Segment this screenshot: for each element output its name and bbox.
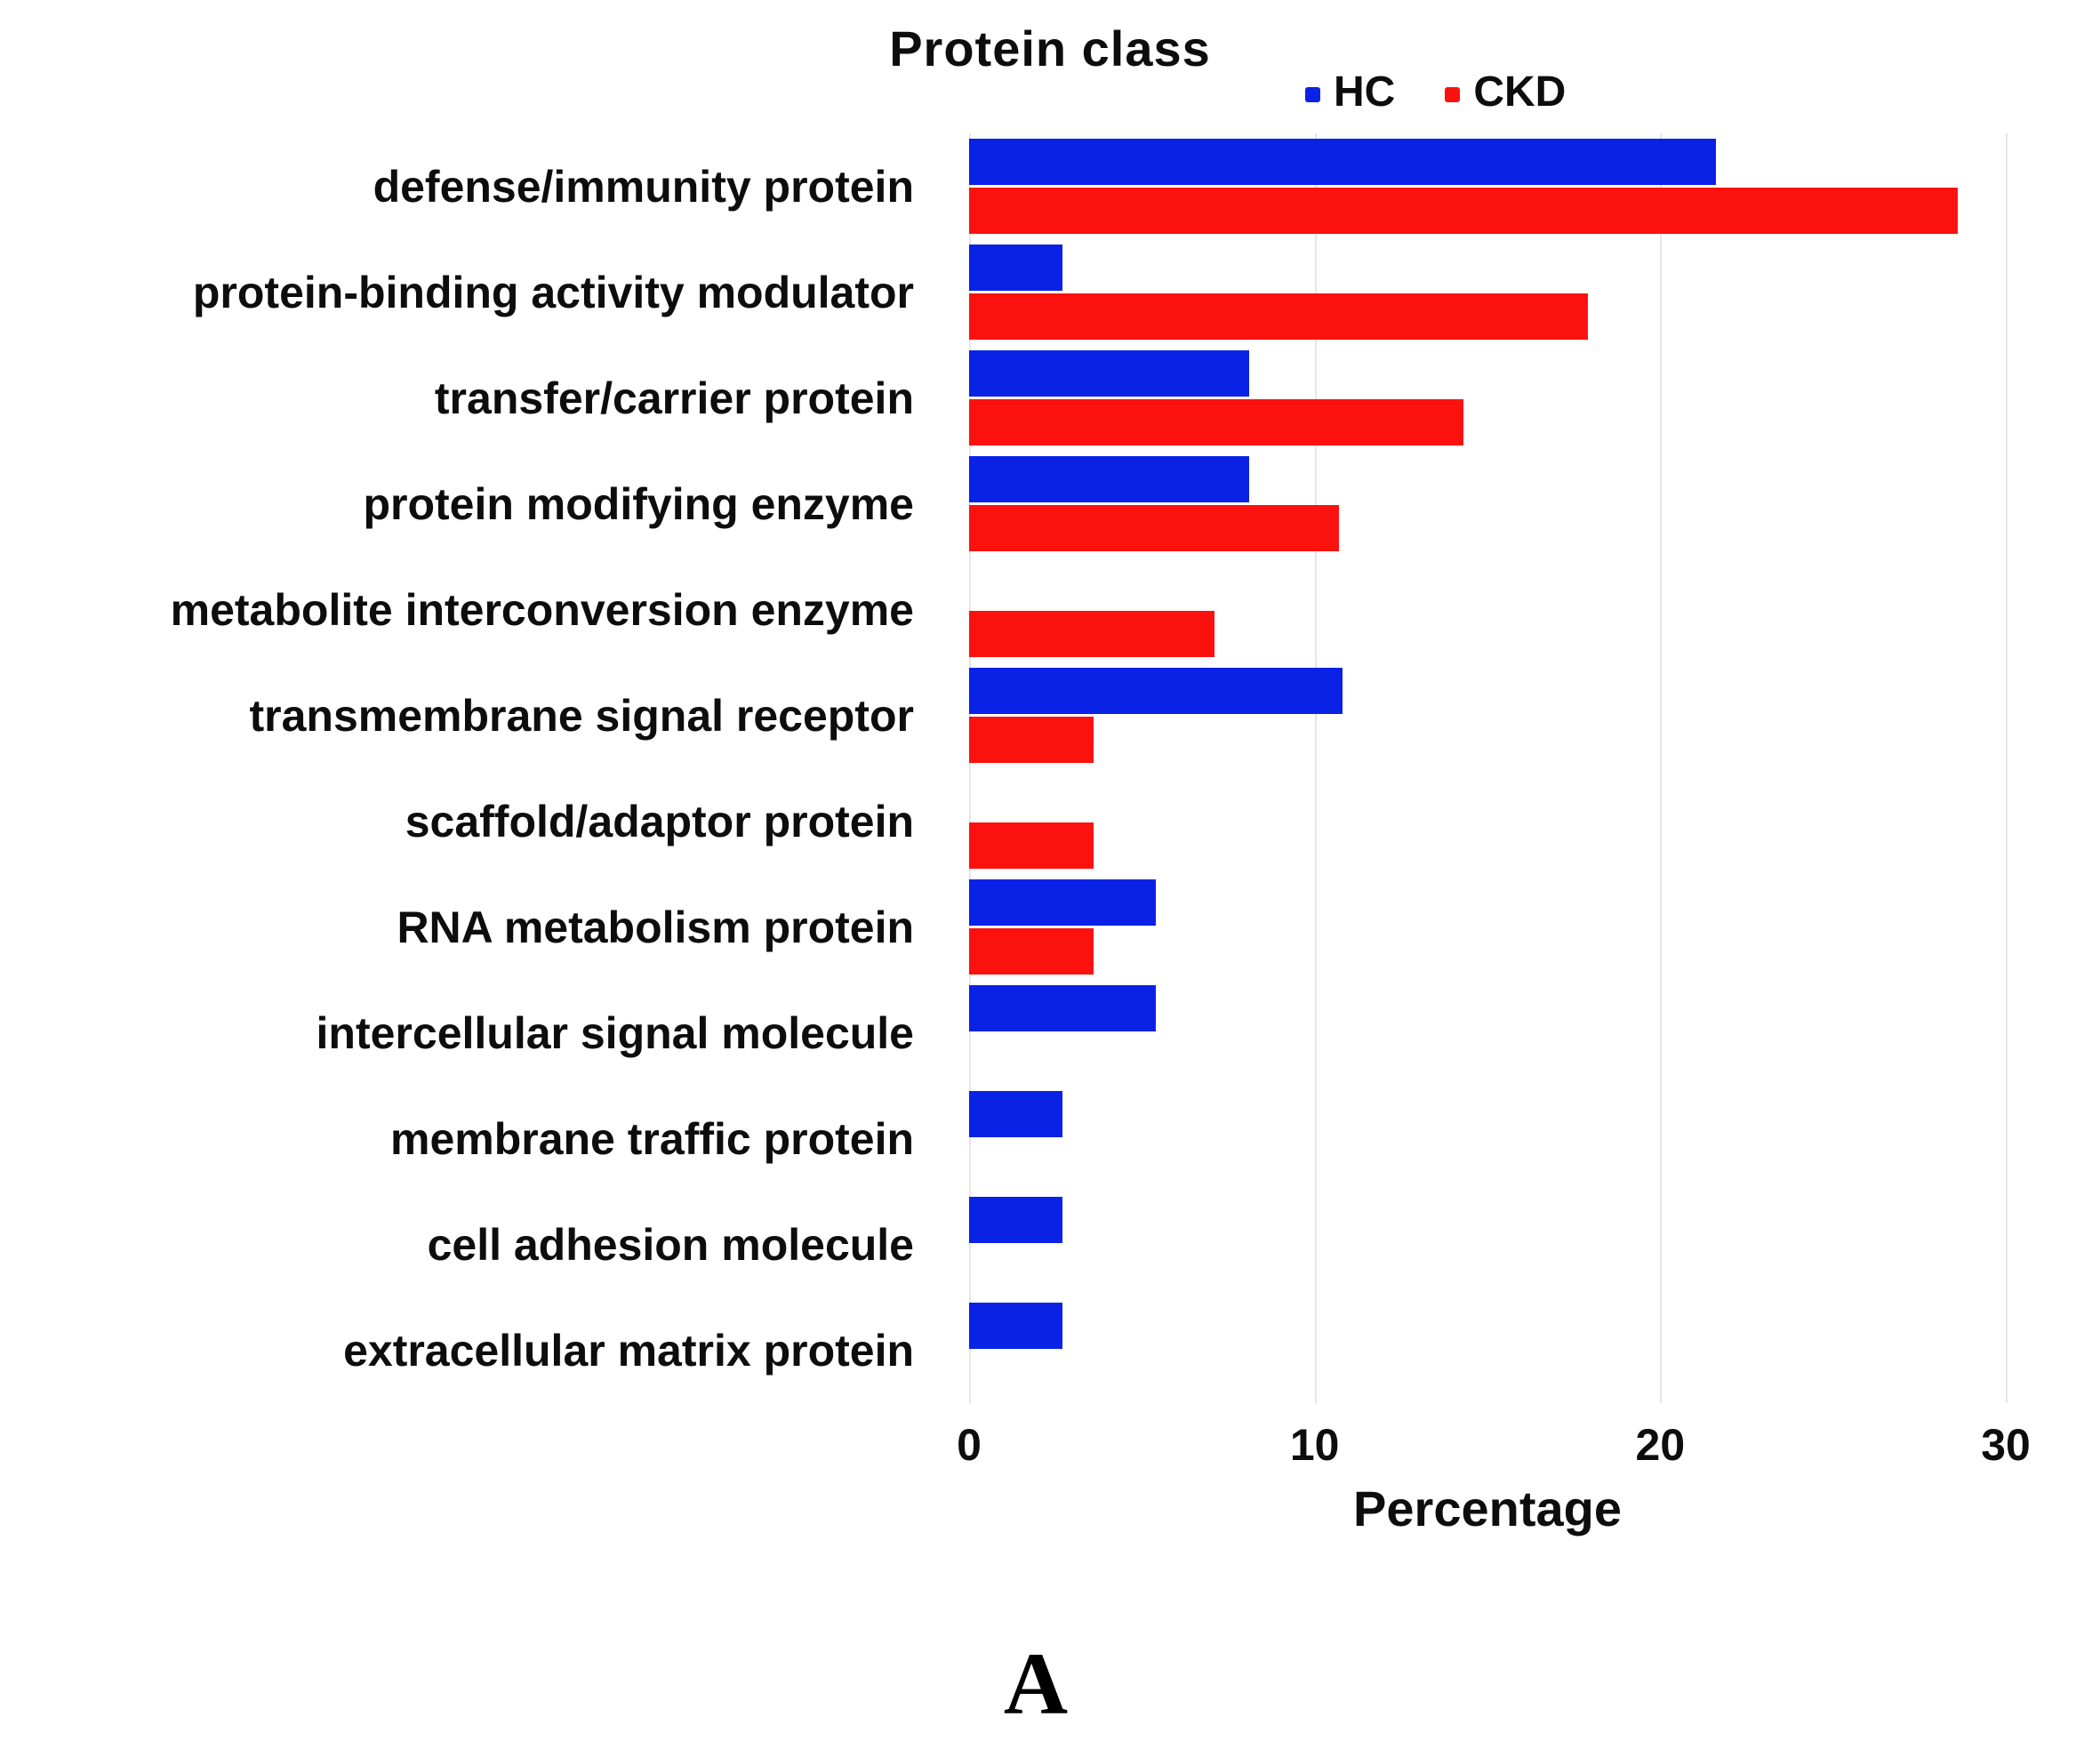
category-label: protein modifying enzyme [363,478,914,529]
x-tick-label: 20 [1635,1420,1686,1470]
category-label: transmembrane signal receptor [249,690,915,741]
category-label: metabolite interconversion enzyme [170,584,914,635]
bar-group [969,557,2091,662]
category-label: cell adhesion molecule [427,1219,914,1270]
bar-ckd [969,717,1094,763]
bar-ckd [969,399,1463,445]
bar-hc [969,879,1156,926]
x-tick-label: 0 [957,1420,982,1470]
legend-item-hc: HC [1305,68,1395,116]
category-label: defense/immunity protein [373,161,914,212]
bar-hc [969,668,1343,714]
legend-hc-swatch-icon [1305,86,1320,102]
bar-ckd [969,293,1588,340]
bar-group [969,133,2091,239]
x-axis-title: Percentage [1353,1480,1622,1536]
bar-ckd [969,928,1094,975]
category-label: membrane traffic protein [389,1113,914,1164]
bar-hc [969,245,1062,291]
bar-group [969,451,2091,557]
bar-hc [969,985,1156,1031]
bar-ckd [969,188,1958,234]
gridline [1660,133,1663,1403]
bar-hc [969,139,1716,185]
bar-ckd [969,822,1094,869]
legend-hc-label: HC [1334,68,1396,116]
x-tick-label: 10 [1289,1420,1340,1470]
plot-area [969,133,2091,1403]
legend-ckd-swatch-icon [1445,86,1461,102]
bar-group [969,239,2091,345]
x-tick-label: 30 [1981,1420,2031,1470]
plot-rows [969,133,2091,1403]
bar-ckd [969,505,1339,551]
category-label: RNA metabolism protein [397,902,914,952]
gridline [2006,133,2008,1403]
legend-ckd-label: CKD [1473,68,1567,116]
category-label: extracellular matrix protein [343,1325,914,1376]
category-label: intercellular signal molecule [316,1007,914,1058]
bar-group [969,345,2091,451]
bar-hc [969,350,1249,397]
bar-group [969,1191,2091,1297]
bar-group [969,662,2091,768]
x-ticks: 0 10 20 30 [957,1419,2091,1472]
bar-hc [969,1091,1062,1137]
bar-group [969,1297,2091,1403]
bar-group [969,874,2091,980]
gridline [969,133,971,1403]
category-label: protein-binding activity modulator [192,267,914,317]
bar-hc [969,1303,1062,1349]
category-label: transfer/carrier protein [434,373,914,423]
bar-group [969,768,2091,874]
bar-group [969,1086,2091,1191]
bar-ckd [969,611,1214,657]
gridline [1314,133,1317,1403]
legend-item-ckd: CKD [1445,68,1566,116]
legend: HC CKD [1305,68,1566,116]
bar-group [969,980,2091,1086]
category-labels: defense/immunity protein protein-binding … [0,133,937,1403]
bar-hc [969,456,1249,502]
category-label: scaffold/adaptor protein [405,796,914,846]
chart-title: Protein class [889,20,1211,76]
panel-letter: A [1003,1634,1069,1733]
bar-hc [969,1197,1062,1243]
